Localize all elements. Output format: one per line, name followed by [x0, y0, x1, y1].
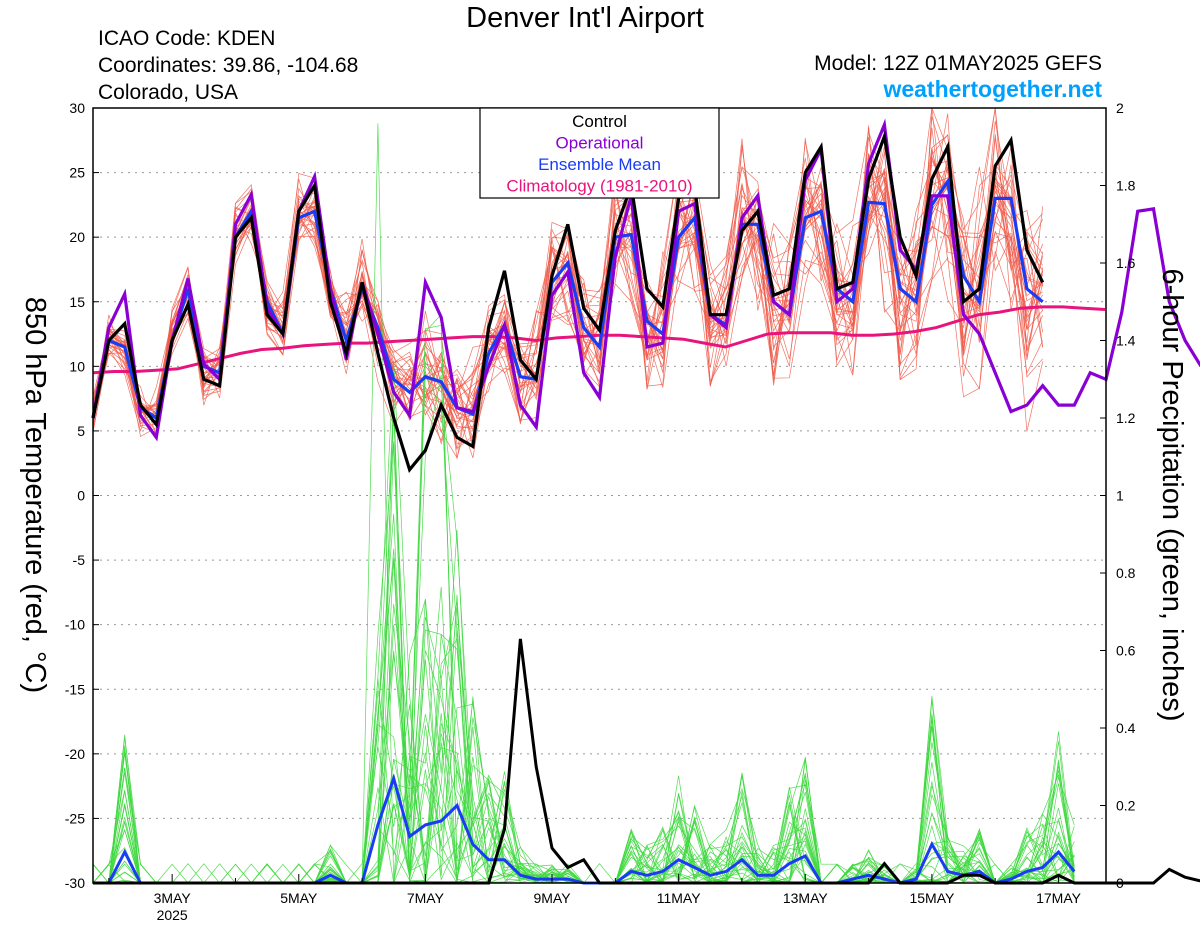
x-tick-label: 11MAY: [657, 890, 701, 906]
y2-tick-label: 0.4: [1116, 720, 1136, 736]
y-tick-label: 15: [69, 294, 85, 310]
chart-title: Denver Int'l Airport: [466, 2, 704, 34]
precipitation-member-line: [93, 601, 1075, 884]
y2-tick-label: 0.6: [1116, 643, 1136, 659]
grid: [93, 172, 1106, 819]
temp-mean-series: [91, 177, 1044, 421]
precipitation-member-line: [93, 399, 1075, 884]
y2-tick-label: 0.8: [1116, 565, 1136, 581]
x-tick-label: 17MAY: [1036, 890, 1082, 906]
y-tick-label: -20: [65, 746, 85, 762]
site-link[interactable]: weathertogether.net: [883, 76, 1102, 102]
y2-tick-label: 1.2: [1116, 410, 1136, 426]
y2-tick-label: 1.4: [1116, 333, 1136, 349]
y-tick-label: 0: [77, 488, 85, 504]
precipitation-member-line: [93, 603, 1075, 884]
y2-axis-label: 6-hour Precipitation (green, inches): [1156, 269, 1188, 722]
axes: 302520151050-5-10-15-20-25-3021.81.61.41…: [65, 100, 1136, 923]
icao-code: ICAO Code: KDEN: [98, 27, 276, 50]
x-tick-label: 9MAY: [533, 890, 571, 906]
precipitation-member-line: [92, 443, 1075, 884]
y-axis-label: 850 hPa Temperature (red, °C): [19, 297, 51, 693]
precipitation-member-line: [93, 598, 1075, 884]
legend-entry: Ensemble Mean: [538, 155, 661, 174]
y-tick-label: -25: [65, 810, 85, 826]
legend-entry: Operational: [556, 134, 644, 153]
y2-tick-label: 0: [1116, 875, 1124, 891]
precipitation-member-line: [92, 324, 1075, 884]
y-tick-label: -30: [65, 875, 85, 891]
y-tick-label: -5: [73, 552, 86, 568]
coordinates: Coordinates: 39.86, -104.68: [98, 54, 359, 77]
y-tick-label: 5: [77, 423, 85, 439]
y-tick-label: -10: [65, 617, 85, 633]
model-run: Model: 12Z 01MAY2025 GEFS: [814, 52, 1102, 75]
region: Colorado, USA: [98, 81, 239, 104]
x-tick-label: 15MAY: [909, 890, 955, 906]
precipitation-member-line: [93, 361, 1075, 884]
legend-box: [479, 107, 720, 199]
y2-tick-label: 2: [1116, 100, 1124, 116]
climatology-series: [92, 305, 1106, 375]
precipitation-member-line: [93, 360, 1075, 884]
temp-control-line: [91, 130, 1045, 474]
y-tick-label: 20: [69, 229, 85, 245]
y-tick-label: -15: [65, 681, 85, 697]
precipitation-member-line: [93, 513, 1075, 884]
x-tick-label: 13MAY: [783, 890, 829, 906]
x-tick-label: 7MAY: [407, 890, 445, 906]
y2-tick-label: 1: [1116, 488, 1124, 504]
y2-tick-label: 0.2: [1116, 798, 1136, 814]
x-tick-sublabel: 2025: [157, 907, 188, 923]
temp-mean-line: [91, 177, 1044, 421]
y-tick-label: 25: [69, 165, 85, 181]
precipitation-member-line: [93, 441, 1075, 885]
legend: Control Operational Ensemble Mean Climatolo…: [479, 107, 720, 199]
y2-tick-label: 1.6: [1116, 255, 1136, 271]
legend-entry: Control: [572, 112, 627, 131]
y2-tick-label: 1.8: [1116, 178, 1136, 194]
climatology-line: [92, 305, 1106, 375]
precipitation-member-line: [93, 529, 1075, 884]
x-tick-label: 5MAY: [280, 890, 318, 906]
temp-control-series: [91, 130, 1045, 474]
x-tick-label: 3MAY: [154, 890, 192, 906]
y-tick-label: 10: [69, 358, 85, 374]
y-tick-label: 30: [69, 100, 85, 116]
legend-entry: Climatology (1981-2010): [506, 177, 692, 196]
